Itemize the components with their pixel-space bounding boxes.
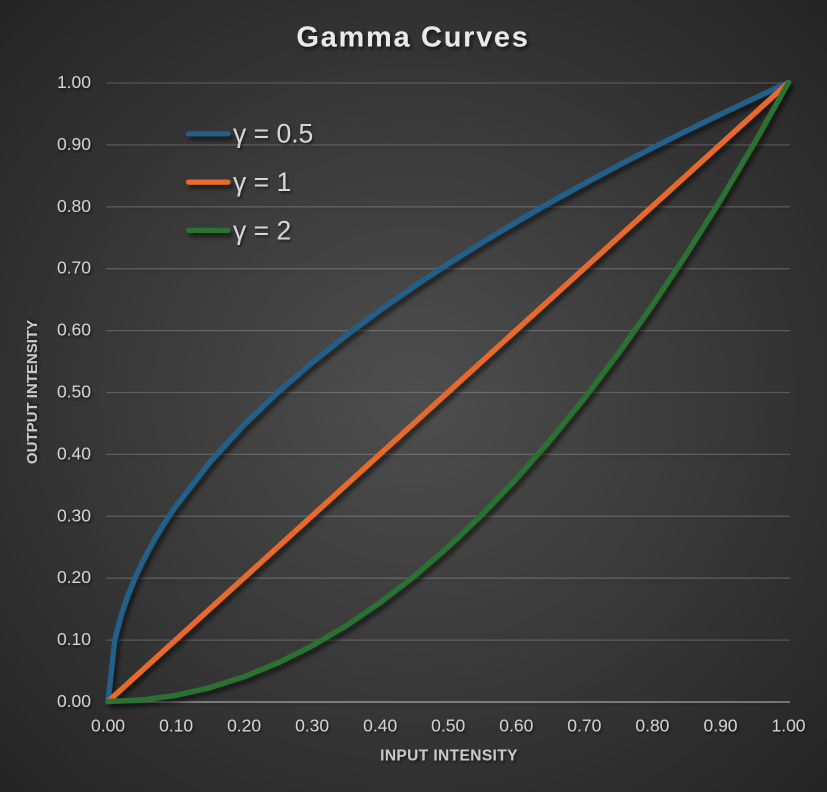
svg-text:0.80: 0.80 [635,716,669,736]
svg-text:0.50: 0.50 [431,716,465,736]
svg-text:OUTPUT INTENSITY: OUTPUT INTENSITY [24,320,41,464]
svg-text:0.10: 0.10 [57,629,91,649]
svg-text:0.30: 0.30 [57,505,91,525]
svg-text:0.60: 0.60 [499,716,533,736]
svg-text:0.60: 0.60 [57,320,91,340]
svg-text:0.10: 0.10 [159,716,193,736]
svg-text:0.00: 0.00 [91,716,125,736]
svg-text:0.80: 0.80 [57,196,91,216]
svg-text:0.30: 0.30 [295,716,329,736]
svg-text:INPUT INTENSITY: INPUT INTENSITY [380,748,518,765]
svg-text:0.70: 0.70 [57,258,91,278]
svg-text:γ = 0.5: γ = 0.5 [233,119,313,149]
svg-text:1.00: 1.00 [57,72,91,92]
svg-text:0.40: 0.40 [363,716,397,736]
svg-text:0.70: 0.70 [567,716,601,736]
svg-text:0.40: 0.40 [57,443,91,463]
svg-text:Gamma Curves: Gamma Curves [296,21,529,53]
svg-text:0.20: 0.20 [57,567,91,587]
svg-text:1.00: 1.00 [771,716,805,736]
svg-text:0.20: 0.20 [227,716,261,736]
svg-text:γ = 1: γ = 1 [233,167,291,197]
svg-text:0.90: 0.90 [703,716,737,736]
svg-text:0.90: 0.90 [57,134,91,154]
svg-text:0.00: 0.00 [57,691,91,711]
svg-text:0.50: 0.50 [57,382,91,402]
svg-text:γ = 2: γ = 2 [233,215,291,245]
